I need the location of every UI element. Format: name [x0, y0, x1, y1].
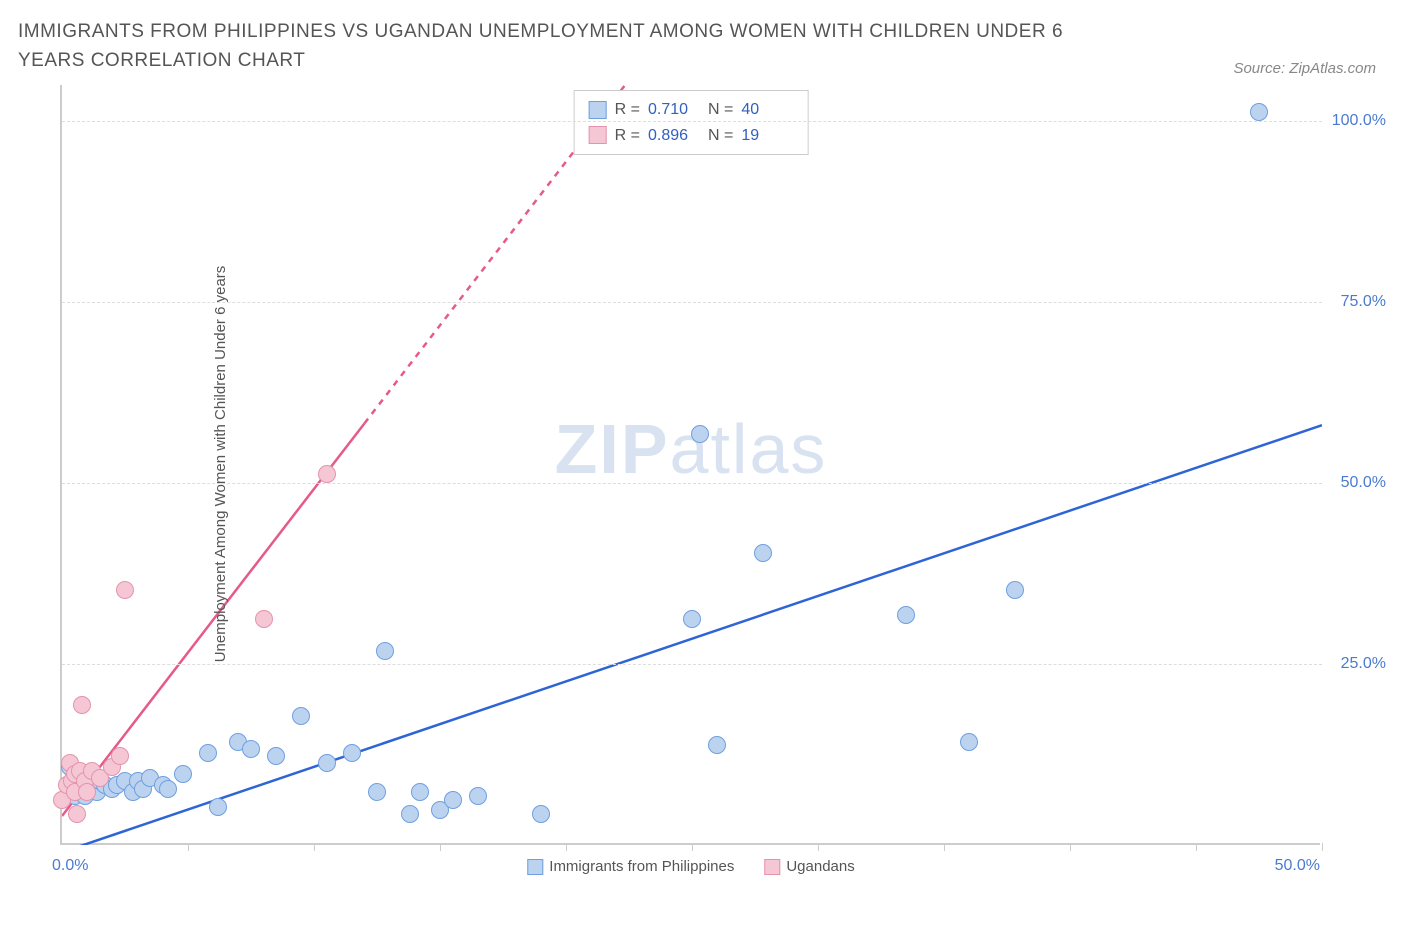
data-point	[708, 736, 726, 754]
data-point	[960, 733, 978, 751]
chart-container: ZIPatlas R =0.710N =40R =0.896N =19 Unem…	[60, 85, 1380, 875]
stats-row: R =0.896N =19	[589, 123, 794, 149]
data-point	[343, 744, 361, 762]
x-tick	[440, 843, 441, 851]
chart-title: IMMIGRANTS FROM PHILIPPINES VS UGANDAN U…	[18, 18, 1118, 75]
data-point	[174, 765, 192, 783]
data-point	[1250, 103, 1268, 121]
data-point	[444, 791, 462, 809]
y-tick-label: 75.0%	[1341, 293, 1386, 311]
legend-item: Ugandans	[764, 858, 854, 875]
x-tick	[1322, 843, 1323, 851]
x-tick	[566, 843, 567, 851]
data-point	[68, 805, 86, 823]
data-point	[318, 465, 336, 483]
data-point	[897, 606, 915, 624]
bottom-legend: Immigrants from Philippines Ugandans	[527, 858, 854, 875]
data-point	[116, 581, 134, 599]
data-point	[209, 798, 227, 816]
data-point	[78, 783, 96, 801]
data-point	[376, 642, 394, 660]
data-point	[318, 754, 336, 772]
gridline	[62, 121, 1322, 122]
data-point	[159, 780, 177, 798]
regression-lines	[62, 85, 1322, 845]
x-tick	[188, 843, 189, 851]
data-point	[73, 696, 91, 714]
stats-row: R =0.710N =40	[589, 97, 794, 123]
x-axis-min-label: 0.0%	[52, 857, 88, 875]
watermark: ZIPatlas	[555, 409, 828, 489]
data-point	[1006, 581, 1024, 599]
x-tick	[314, 843, 315, 851]
x-axis-max-label: 50.0%	[1275, 857, 1320, 875]
data-point	[754, 544, 772, 562]
data-point	[267, 747, 285, 765]
data-point	[469, 787, 487, 805]
x-tick	[944, 843, 945, 851]
x-tick	[692, 843, 693, 851]
data-point	[292, 707, 310, 725]
gridline	[62, 483, 1322, 484]
y-tick-label: 100.0%	[1332, 112, 1386, 130]
legend-item: Immigrants from Philippines	[527, 858, 734, 875]
data-point	[255, 610, 273, 628]
gridline	[62, 664, 1322, 665]
y-axis-label: Unemployment Among Women with Children U…	[212, 266, 229, 663]
stats-legend-box: R =0.710N =40R =0.896N =19	[574, 90, 809, 155]
data-point	[199, 744, 217, 762]
y-tick-label: 50.0%	[1341, 474, 1386, 492]
data-point	[401, 805, 419, 823]
data-point	[532, 805, 550, 823]
data-point	[368, 783, 386, 801]
x-tick	[1070, 843, 1071, 851]
data-point	[111, 747, 129, 765]
source-label: Source: ZipAtlas.com	[1233, 60, 1376, 77]
data-point	[411, 783, 429, 801]
data-point	[691, 425, 709, 443]
plot-area: ZIPatlas R =0.710N =40R =0.896N =19 Unem…	[60, 85, 1320, 845]
x-tick	[818, 843, 819, 851]
data-point	[242, 740, 260, 758]
x-tick	[1196, 843, 1197, 851]
y-tick-label: 25.0%	[1341, 655, 1386, 673]
gridline	[62, 302, 1322, 303]
data-point	[683, 610, 701, 628]
